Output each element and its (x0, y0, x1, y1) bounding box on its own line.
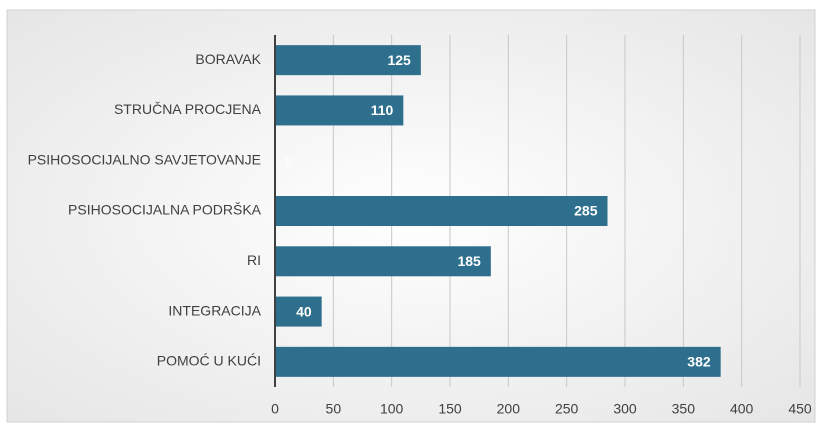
value-label: 285 (574, 203, 598, 219)
bar (275, 45, 421, 76)
bar (275, 346, 721, 377)
x-tick-label: 400 (730, 401, 754, 417)
x-tick-label: 0 (271, 401, 279, 417)
x-tick-label: 350 (672, 401, 696, 417)
bar (275, 296, 322, 327)
value-label: 125 (387, 52, 411, 68)
bar (275, 95, 404, 126)
x-tick-label: 250 (555, 401, 579, 417)
value-label: 185 (457, 253, 481, 269)
x-tick-label: 200 (497, 401, 521, 417)
x-tick-label: 50 (326, 401, 342, 417)
y-tick-label: INTEGRACIJA (168, 302, 261, 318)
y-tick-label: POMOĆ U KUĆI (157, 353, 261, 369)
value-label: 110 (371, 102, 394, 118)
value-label: 40 (296, 303, 312, 319)
x-tick-label: 450 (788, 401, 812, 417)
x-tick-label: 300 (613, 401, 637, 417)
x-tick-label: 100 (380, 401, 404, 417)
bar (275, 246, 491, 277)
y-tick-label: STRUČNA PROCJENA (114, 101, 262, 117)
y-tick-label: BORAVAK (195, 51, 261, 67)
y-tick-label: PSIHOSOCIJALNA PODRŠKA (68, 202, 262, 218)
y-tick-label: PSIHOSOCIJALNO SAVJETOVANJE (28, 151, 261, 167)
x-tick-label: 150 (438, 401, 462, 417)
value-label: 0 (285, 152, 293, 168)
y-tick-label: RI (247, 252, 261, 268)
value-label: 382 (687, 354, 711, 370)
bar (275, 196, 608, 226)
